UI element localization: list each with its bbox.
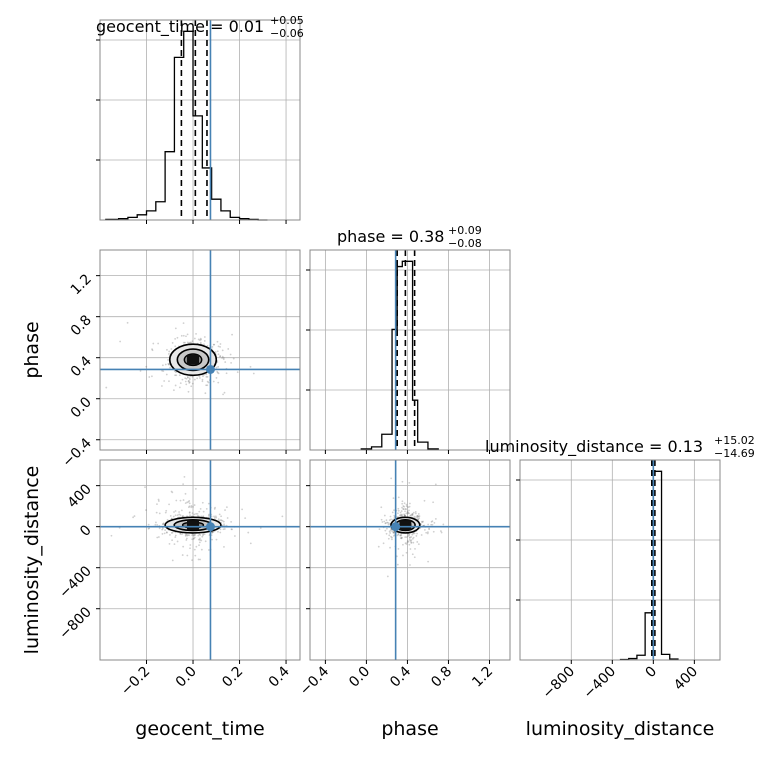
x-tick-label-luminosity_distance: −800 xyxy=(540,664,579,703)
joint-panel-geocent_time-luminosity_distance xyxy=(96,459,301,664)
panel-background xyxy=(310,460,510,660)
panel-frame xyxy=(99,19,301,221)
x-axis-label-phase: phase xyxy=(381,718,438,740)
title-luminosity-distance-sub: −14.69 xyxy=(714,447,755,460)
title-phase-sup: +0.09 xyxy=(448,224,482,237)
histogram-geocent_time xyxy=(105,30,268,221)
title-geocent-time-sub: −0.06 xyxy=(270,27,304,40)
title-phase-sub: −0.08 xyxy=(448,237,482,250)
histogram-phase xyxy=(360,260,439,450)
x-tick-label-phase: 0.0 xyxy=(346,664,373,691)
panel-frame xyxy=(99,249,301,451)
x-axis-label-geocent-time: geocent_time xyxy=(135,718,264,740)
y-axis-label-phase: phase xyxy=(21,321,43,378)
x-tick-label-phase: 0.4 xyxy=(387,663,414,690)
marginal-panel-geocent_time xyxy=(96,19,301,224)
x-tick-label-geocent_time: −0.2 xyxy=(118,664,153,699)
density-peak xyxy=(399,520,412,531)
marginal-panel-phase xyxy=(306,249,511,454)
joint-panel-phase-luminosity_distance xyxy=(306,459,511,664)
panel-background xyxy=(520,460,720,660)
density-peak xyxy=(187,520,200,531)
x-tick-label-phase: 0.8 xyxy=(428,664,455,691)
x-tick-label-geocent_time: 0.0 xyxy=(173,664,200,691)
truth-marker xyxy=(205,364,215,374)
scatter-points xyxy=(105,321,255,396)
y-tick-label-phase: 0.4 xyxy=(68,353,95,380)
truth-marker xyxy=(391,522,401,532)
title-geocent-time: geocent_time = 0.01 xyxy=(96,17,264,37)
x-axis-label-luminosity-distance: luminosity_distance xyxy=(526,718,715,740)
y-tick-label-phase: 0.0 xyxy=(68,394,95,421)
y-tick-label-luminosity_distance: −800 xyxy=(56,604,95,643)
density-peak xyxy=(187,354,200,365)
title-phase: phase = 0.38 xyxy=(337,227,444,246)
title-luminosity-distance-sup: +15.02 xyxy=(714,434,755,447)
x-tick-label-phase: 1.2 xyxy=(469,664,496,691)
y-tick-label-phase: −0.4 xyxy=(59,435,94,470)
panel-frame xyxy=(99,459,301,661)
y-tick-label-phase: 0.8 xyxy=(68,312,95,339)
panel-frame xyxy=(309,249,511,451)
x-tick-label-luminosity_distance: 0 xyxy=(643,664,661,682)
truth-marker xyxy=(205,522,215,532)
title-geocent-time-sup: +0.05 xyxy=(270,14,304,27)
joint-panel-geocent_time-phase xyxy=(96,249,301,454)
x-tick-label-luminosity_distance: −400 xyxy=(581,664,620,703)
histogram-luminosity_distance xyxy=(619,470,679,661)
x-tick-label-phase: −0.4 xyxy=(297,663,332,698)
panel-background xyxy=(100,460,300,660)
y-axis-label-luminosity-distance: luminosity_distance xyxy=(21,466,43,655)
y-tick-label-luminosity_distance: −400 xyxy=(56,563,95,602)
y-tick-label-phase: 1.2 xyxy=(68,271,95,298)
y-tick-label-luminosity_distance: 0 xyxy=(77,522,95,540)
panel-frame xyxy=(309,459,511,661)
panel-background xyxy=(310,250,510,450)
panel-frame xyxy=(519,459,721,661)
panel-background xyxy=(100,20,300,220)
x-tick-label-luminosity_distance: 400 xyxy=(671,664,701,694)
marginal-panel-luminosity_distance xyxy=(516,459,721,664)
title-luminosity-distance: luminosity_distance = 0.13 xyxy=(485,437,703,457)
x-tick-label-geocent_time: 0.4 xyxy=(266,663,293,690)
x-tick-label-geocent_time: 0.2 xyxy=(219,664,246,691)
y-tick-label-luminosity_distance: 400 xyxy=(65,481,95,511)
